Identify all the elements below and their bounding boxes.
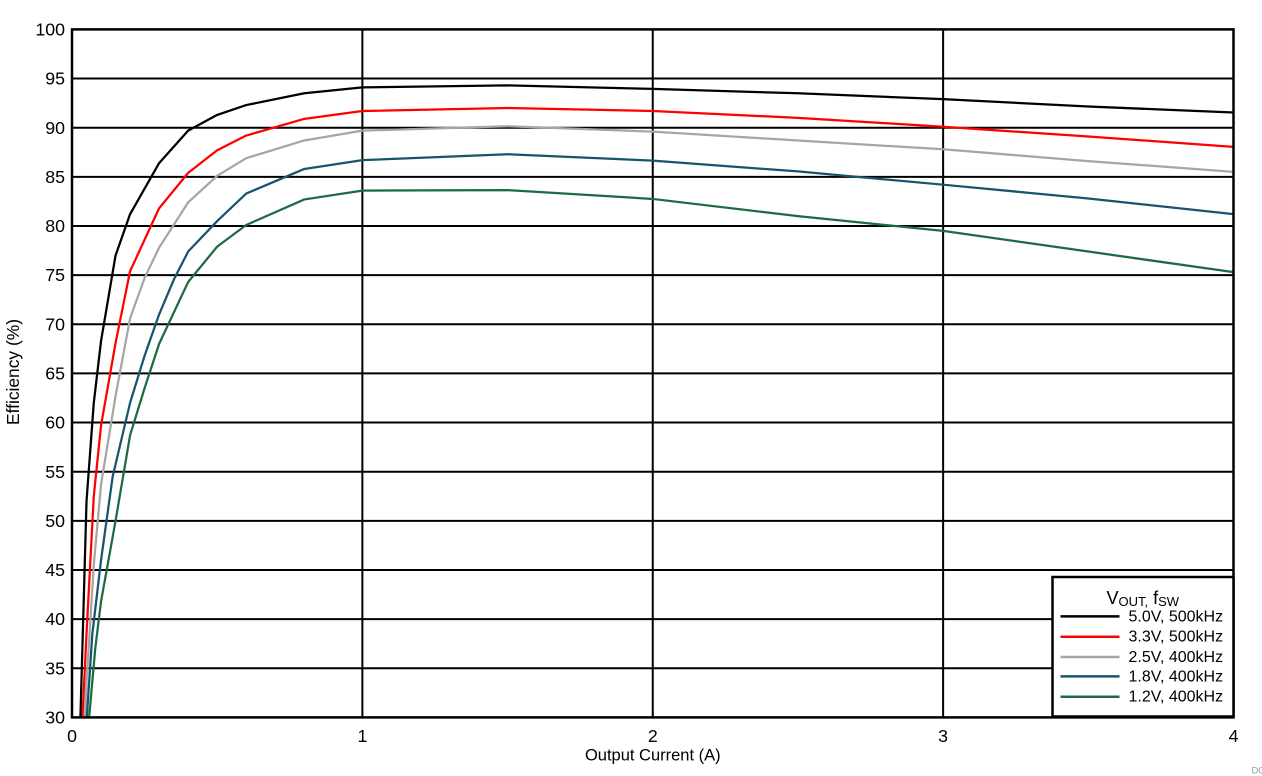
svg-text:90: 90: [45, 118, 65, 138]
svg-text:0: 0: [67, 726, 77, 746]
svg-text:65: 65: [45, 364, 65, 384]
svg-text:2.5V, 400kHz: 2.5V, 400kHz: [1129, 649, 1224, 666]
svg-text:45: 45: [45, 560, 65, 580]
svg-text:4: 4: [1229, 726, 1239, 746]
svg-text:70: 70: [45, 314, 65, 334]
svg-text:75: 75: [45, 265, 65, 285]
svg-text:95: 95: [45, 69, 65, 89]
svg-text:2: 2: [648, 726, 658, 746]
svg-text:3: 3: [938, 726, 948, 746]
svg-text:35: 35: [45, 658, 65, 678]
svg-text:40: 40: [45, 609, 65, 629]
svg-text:1.8V, 400kHz: 1.8V, 400kHz: [1129, 668, 1224, 685]
svg-text:50: 50: [45, 511, 65, 531]
svg-text:Efficiency (%): Efficiency (%): [3, 319, 23, 425]
svg-text:5.0V, 500kHz: 5.0V, 500kHz: [1129, 608, 1224, 625]
svg-text:1: 1: [357, 726, 367, 746]
svg-text:Output Current (A): Output Current (A): [585, 747, 721, 765]
svg-text:D001: D001: [1252, 766, 1262, 776]
svg-text:3.3V, 500kHz: 3.3V, 500kHz: [1129, 629, 1224, 646]
svg-text:1.2V, 400kHz: 1.2V, 400kHz: [1129, 689, 1224, 706]
svg-text:60: 60: [45, 413, 65, 433]
svg-text:55: 55: [45, 462, 65, 482]
svg-text:30: 30: [45, 708, 65, 728]
svg-text:100: 100: [35, 20, 65, 40]
svg-text:VOUT, fSW: VOUT, fSW: [1106, 588, 1179, 609]
svg-text:80: 80: [45, 216, 65, 236]
svg-text:85: 85: [45, 167, 65, 187]
